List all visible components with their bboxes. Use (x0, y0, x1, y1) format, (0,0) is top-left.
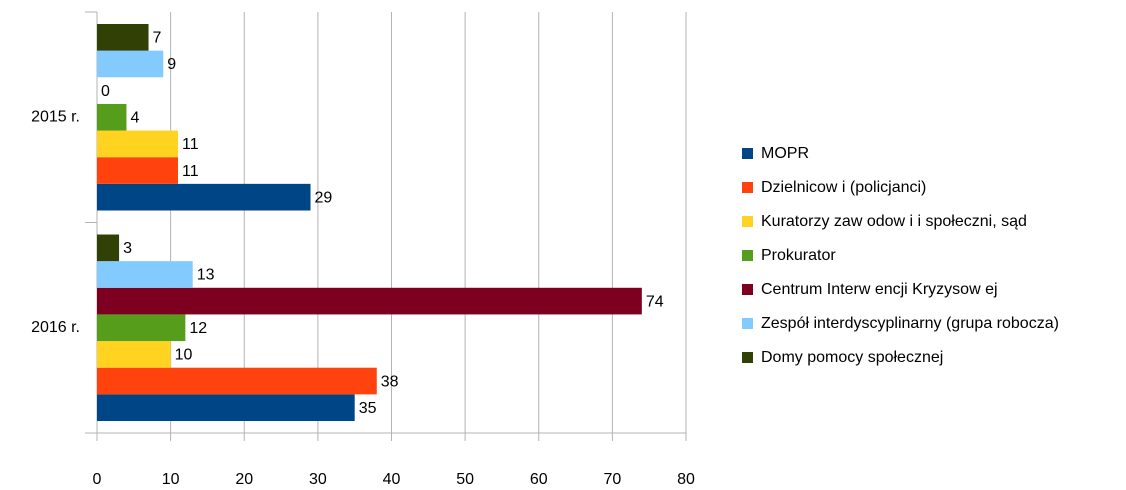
data-label: 29 (315, 189, 333, 206)
legend-label: MOPR (761, 145, 809, 162)
legend-swatch (742, 250, 753, 261)
bar (97, 130, 178, 158)
x-tick-label: 20 (235, 471, 253, 488)
legend-item: Domy pomocy społecznej (742, 344, 1112, 371)
bar (97, 234, 120, 262)
legend-swatch (742, 216, 753, 227)
bar (97, 394, 355, 421)
legend-item: Prokurator (742, 242, 1112, 269)
legend-item: Centrum Interw encji Kryzysow ej (742, 276, 1112, 303)
legend-label: Dzielnicow i (policjanci) (761, 179, 927, 196)
data-label: 4 (130, 109, 139, 126)
legend-swatch (742, 318, 753, 329)
data-label: 11 (182, 136, 199, 153)
bar (97, 183, 311, 211)
bar (97, 261, 193, 288)
legend-label: Kuratorzy zaw odow i i społeczni, sąd (761, 213, 1027, 230)
legend-swatch (742, 148, 753, 159)
bar (97, 314, 186, 342)
x-tick-label: 80 (677, 471, 695, 488)
data-label: 11 (182, 163, 199, 180)
data-label: 10 (175, 347, 193, 364)
x-tick-label: 60 (530, 471, 548, 488)
legend-item: Kuratorzy zaw odow i i społeczni, sąd (742, 208, 1112, 235)
legend-swatch (742, 284, 753, 295)
data-label: 0 (101, 83, 110, 100)
data-label: 12 (189, 320, 207, 337)
bar (97, 103, 127, 131)
bar (97, 287, 642, 315)
legend-swatch (742, 182, 753, 193)
legend: MOPR Dzielnicow i (policjanci) Kuratorzy z… (742, 140, 1112, 378)
bar (97, 157, 178, 184)
legend-item: Dzielnicow i (policjanci) (742, 174, 1112, 201)
data-label: 3 (123, 240, 132, 257)
legend-label: Centrum Interw encji Kryzysow ej (761, 281, 998, 298)
legend-item: MOPR (742, 140, 1112, 167)
x-tick-label: 0 (93, 471, 102, 488)
legend-swatch (742, 352, 753, 363)
bar (97, 341, 171, 368)
legend-label: Zespół interdyscyplinarny (grupa robocza… (761, 315, 1059, 332)
bar (97, 24, 149, 51)
data-label: 13 (197, 267, 215, 284)
x-tick-label: 30 (309, 471, 327, 488)
legend-label: Prokurator (761, 247, 836, 264)
x-tick-label: 50 (456, 471, 474, 488)
data-label: 38 (381, 373, 399, 390)
data-label: 9 (167, 56, 176, 73)
bar (97, 367, 377, 395)
x-tick-label: 10 (162, 471, 180, 488)
legend-item: Zespół interdyscyplinarny (grupa robocza… (742, 310, 1112, 337)
x-tick-label: 70 (603, 471, 621, 488)
data-label: 74 (646, 293, 664, 310)
data-label: 7 (153, 30, 162, 47)
x-tick-label: 40 (383, 471, 401, 488)
legend-label: Domy pomocy społecznej (761, 349, 944, 366)
y-tick-label: 2015 r. (31, 108, 80, 125)
data-label: 35 (359, 400, 377, 417)
bar (97, 50, 164, 78)
y-tick-label: 2016 r. (31, 319, 80, 336)
